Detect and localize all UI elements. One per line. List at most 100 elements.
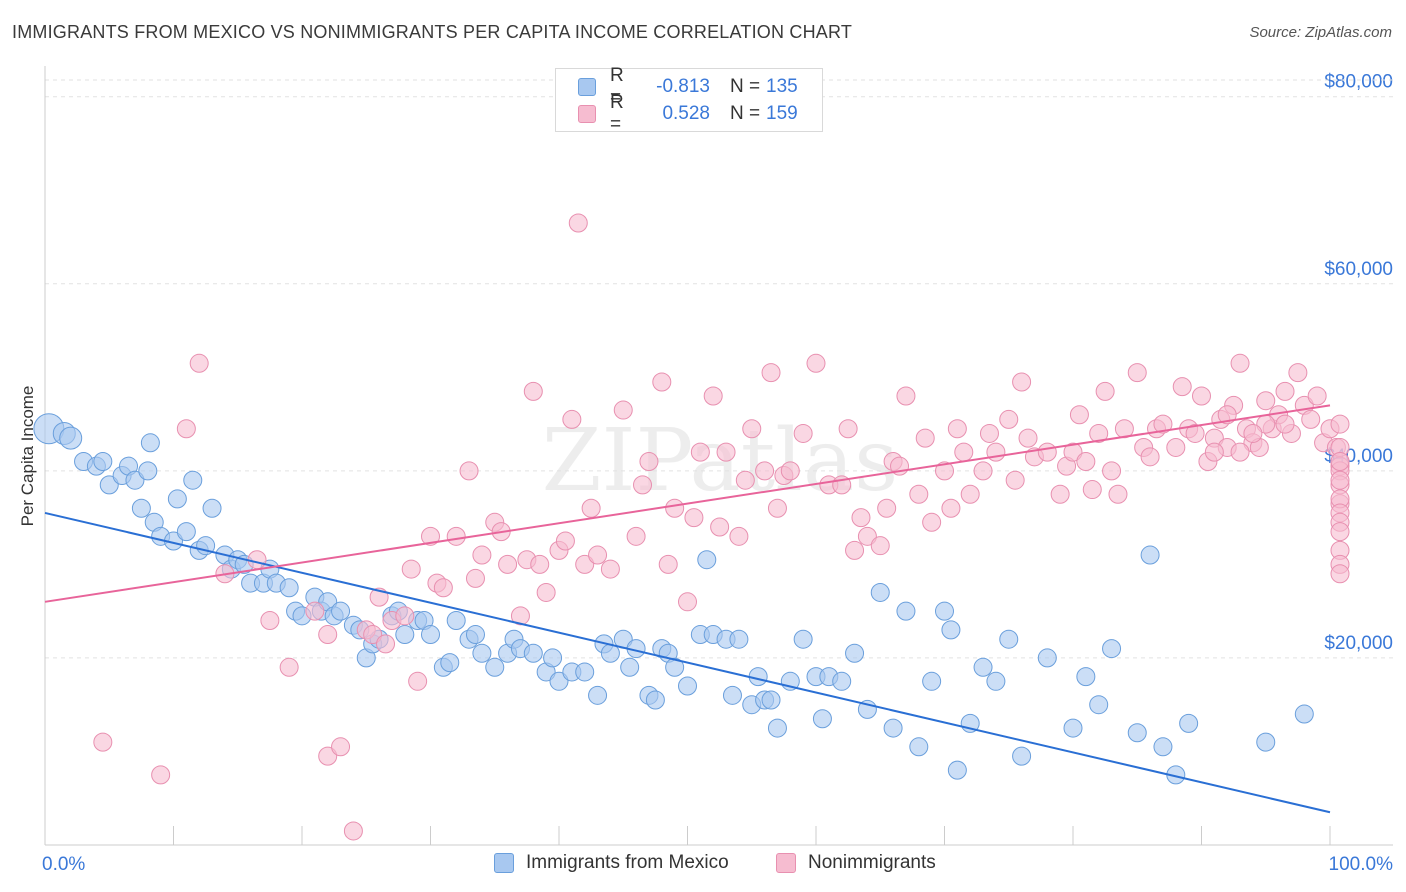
point-immigrants	[767, 718, 787, 738]
point-nonimmigrants	[93, 732, 113, 752]
point-immigrants	[1089, 695, 1109, 715]
point-immigrants	[465, 625, 485, 645]
point-immigrants	[812, 709, 832, 729]
point-immigrants	[395, 625, 415, 645]
point-nonimmigrants	[1012, 372, 1032, 392]
point-immigrants	[1256, 732, 1276, 752]
point-nonimmigrants	[260, 611, 280, 631]
legend-n-label: N =	[730, 76, 761, 97]
point-immigrants	[93, 452, 113, 471]
point-immigrants	[1153, 737, 1173, 757]
point-immigrants	[485, 657, 505, 677]
point-nonimmigrants	[1069, 405, 1089, 425]
point-nonimmigrants	[742, 419, 762, 439]
point-nonimmigrants	[1288, 363, 1308, 383]
point-nonimmigrants	[588, 545, 608, 565]
point-immigrants	[588, 685, 608, 705]
point-nonimmigrants	[1102, 461, 1122, 481]
point-nonimmigrants	[472, 545, 492, 565]
bottom-legend-label: Nonimmigrants	[808, 852, 936, 873]
point-nonimmigrants	[1301, 409, 1321, 429]
point-nonimmigrants	[999, 409, 1019, 429]
point-nonimmigrants	[408, 671, 428, 691]
point-nonimmigrants	[1230, 353, 1250, 373]
legend-r-label: R =	[610, 65, 624, 108]
y-tick-label: $60,000	[1324, 259, 1393, 280]
point-nonimmigrants	[1217, 405, 1237, 425]
point-nonimmigrants	[877, 498, 897, 518]
point-nonimmigrants	[1140, 447, 1160, 467]
point-nonimmigrants	[1050, 484, 1070, 504]
point-nonimmigrants	[1127, 363, 1147, 383]
point-nonimmigrants	[189, 353, 209, 373]
point-immigrants	[140, 433, 160, 453]
point-nonimmigrants	[1330, 470, 1350, 490]
point-immigrants	[645, 690, 665, 710]
point-nonimmigrants	[1037, 442, 1057, 462]
legend-n-value: 159	[766, 103, 798, 124]
point-immigrants	[973, 657, 993, 677]
point-immigrants	[1294, 704, 1314, 724]
point-nonimmigrants	[639, 452, 659, 471]
point-nonimmigrants	[433, 578, 453, 598]
point-immigrants	[896, 601, 916, 621]
point-nonimmigrants	[845, 540, 865, 560]
point-nonimmigrants	[568, 213, 588, 233]
point-immigrants	[472, 643, 492, 663]
point-nonimmigrants	[343, 821, 363, 841]
point-immigrants	[1140, 545, 1160, 565]
point-nonimmigrants	[716, 442, 736, 462]
point-nonimmigrants	[665, 498, 685, 518]
point-nonimmigrants	[838, 419, 858, 439]
point-immigrants	[935, 601, 954, 621]
legend-swatch-blue	[578, 78, 596, 96]
point-nonimmigrants	[600, 559, 620, 579]
point-immigrants	[697, 550, 717, 570]
point-nonimmigrants	[652, 372, 672, 392]
point-nonimmigrants	[1018, 428, 1038, 448]
point-immigrants	[883, 718, 903, 738]
point-nonimmigrants	[446, 526, 466, 546]
point-nonimmigrants	[1243, 423, 1263, 443]
point-immigrants	[986, 671, 1006, 691]
point-nonimmigrants	[986, 442, 1006, 462]
point-immigrants	[729, 629, 749, 649]
point-immigrants	[331, 601, 351, 621]
point-nonimmigrants	[176, 419, 196, 439]
trendline-immigrants	[44, 511, 1331, 814]
point-immigrants	[138, 461, 158, 481]
point-nonimmigrants	[941, 498, 961, 518]
point-nonimmigrants	[979, 423, 999, 443]
point-nonimmigrants	[575, 554, 595, 574]
point-nonimmigrants	[1330, 452, 1350, 471]
point-nonimmigrants	[376, 634, 396, 654]
point-nonimmigrants	[459, 461, 479, 481]
point-nonimmigrants	[1275, 381, 1295, 401]
point-nonimmigrants	[523, 381, 543, 401]
bottom-legend-nonimmigrants: Nonimmigrants	[776, 852, 936, 874]
point-immigrants	[1127, 723, 1147, 743]
point-immigrants	[421, 625, 440, 645]
point-immigrants	[59, 426, 83, 450]
legend-r-value: 0.528	[662, 103, 710, 124]
point-nonimmigrants	[915, 428, 935, 448]
point-nonimmigrants	[1063, 442, 1083, 462]
point-nonimmigrants	[735, 470, 755, 490]
point-immigrants	[922, 671, 942, 691]
point-nonimmigrants	[909, 484, 929, 504]
point-nonimmigrants	[973, 461, 993, 481]
point-immigrants	[1102, 639, 1122, 659]
point-immigrants	[549, 671, 569, 691]
point-immigrants	[793, 629, 813, 649]
point-nonimmigrants	[562, 409, 582, 429]
point-nonimmigrants	[947, 419, 967, 439]
point-nonimmigrants	[1275, 414, 1295, 434]
point-nonimmigrants	[633, 475, 653, 495]
point-nonimmigrants	[1089, 423, 1109, 443]
point-nonimmigrants	[626, 526, 646, 546]
point-immigrants	[761, 690, 781, 710]
point-nonimmigrants	[857, 526, 877, 546]
point-nonimmigrants	[1076, 452, 1096, 471]
point-immigrants	[167, 489, 187, 509]
